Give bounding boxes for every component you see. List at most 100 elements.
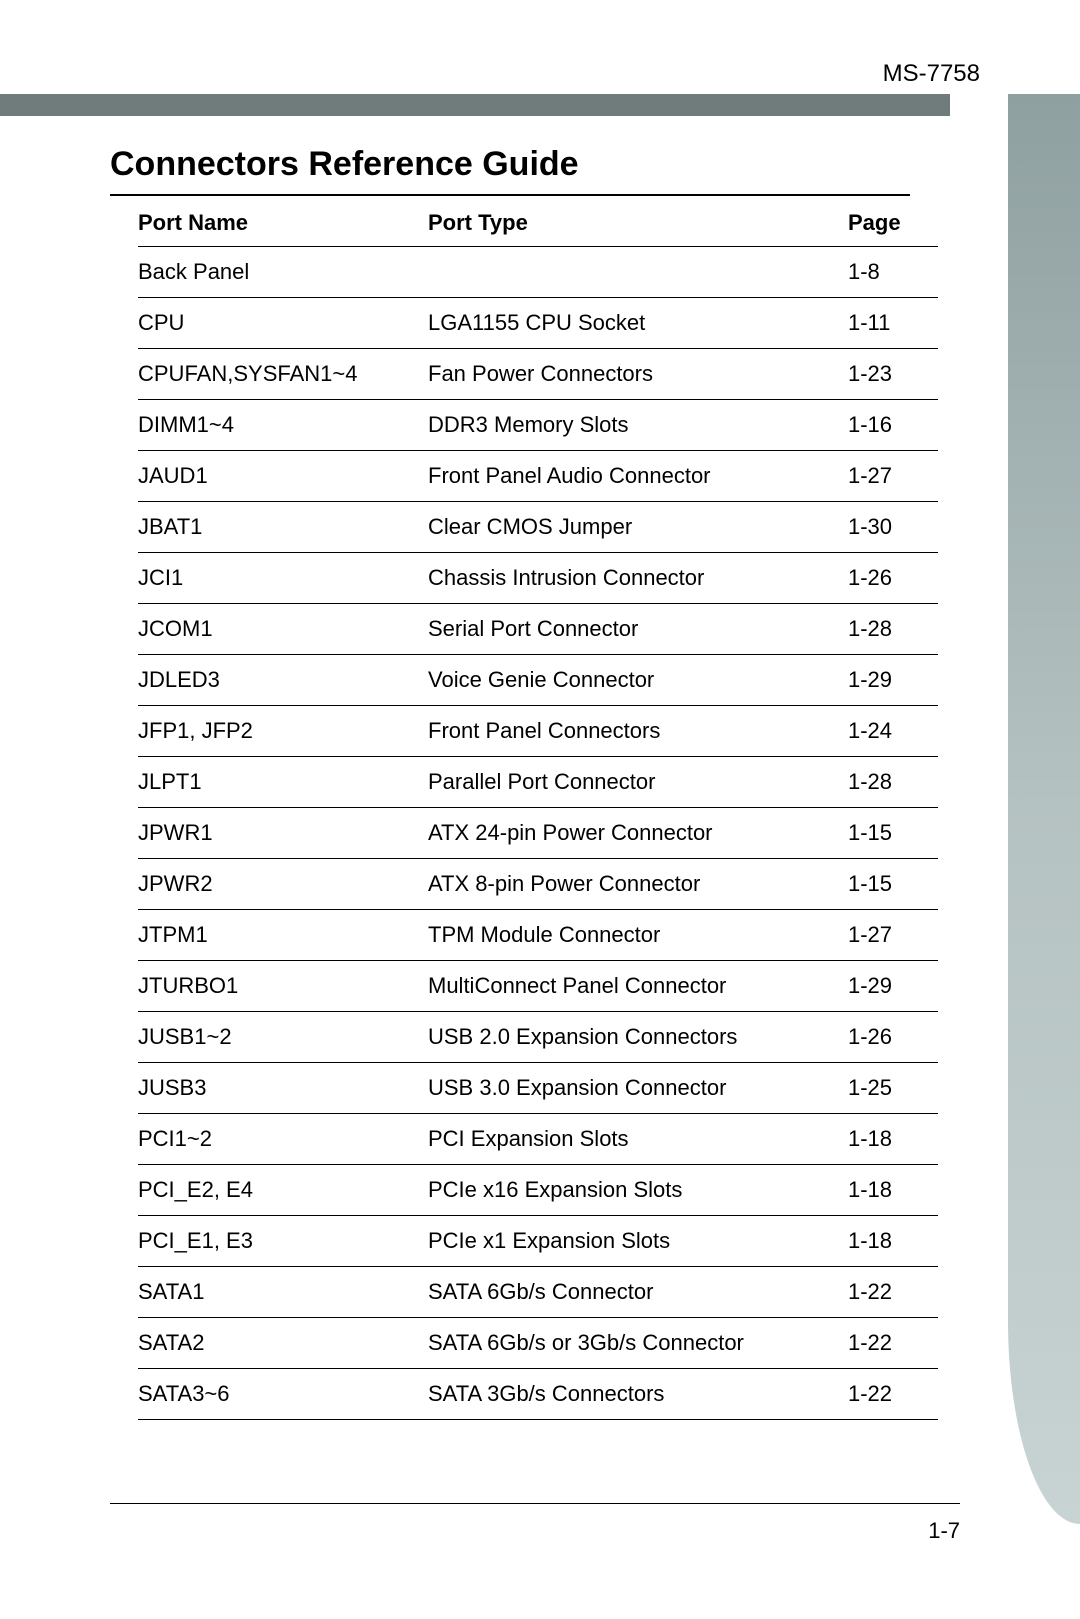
- footer-page-number: 1-7: [928, 1518, 960, 1544]
- table-row: JBAT1Clear CMOS Jumper1-30: [138, 502, 938, 553]
- cell-port-type: PCI Expansion Slots: [428, 1114, 848, 1165]
- cell-page: 1-29: [848, 655, 938, 706]
- table-row: PCI1~2PCI Expansion Slots1-18: [138, 1114, 938, 1165]
- column-header-port-type: Port Type: [428, 202, 848, 247]
- cell-port-name: JPWR2: [138, 859, 428, 910]
- table-row: CPULGA1155 CPU Socket1-11: [138, 298, 938, 349]
- column-header-port-name: Port Name: [138, 202, 428, 247]
- cell-port-name: JUSB1~2: [138, 1012, 428, 1063]
- cell-page: 1-8: [848, 247, 938, 298]
- table-row: SATA3~6SATA 3Gb/s Connectors1-22: [138, 1369, 938, 1420]
- cell-port-name: JAUD1: [138, 451, 428, 502]
- cell-page: 1-15: [848, 859, 938, 910]
- document-page: MS-7758 Connectors Reference Guide Port …: [0, 0, 1080, 1619]
- cell-port-name: JTPM1: [138, 910, 428, 961]
- table-row: JTURBO1MultiConnect Panel Connector1-29: [138, 961, 938, 1012]
- table-row: JDLED3Voice Genie Connector1-29: [138, 655, 938, 706]
- cell-page: 1-26: [848, 1012, 938, 1063]
- cell-page: 1-27: [848, 451, 938, 502]
- cell-port-type: Front Panel Audio Connector: [428, 451, 848, 502]
- cell-port-name: PCI1~2: [138, 1114, 428, 1165]
- footer-rule: [110, 1503, 960, 1504]
- cell-port-name: JDLED3: [138, 655, 428, 706]
- table-body: Back Panel1-8CPULGA1155 CPU Socket1-11CP…: [138, 247, 938, 1420]
- cell-port-type: Serial Port Connector: [428, 604, 848, 655]
- cell-page: 1-29: [848, 961, 938, 1012]
- cell-page: 1-30: [848, 502, 938, 553]
- cell-port-name: Back Panel: [138, 247, 428, 298]
- cell-page: 1-18: [848, 1165, 938, 1216]
- cell-port-type: PCIe x1 Expansion Slots: [428, 1216, 848, 1267]
- table-row: PCI_E1, E3PCIe x1 Expansion Slots1-18: [138, 1216, 938, 1267]
- cell-page: 1-23: [848, 349, 938, 400]
- cell-port-name: JFP1, JFP2: [138, 706, 428, 757]
- cell-port-type: Front Panel Connectors: [428, 706, 848, 757]
- table-row: JUSB1~2USB 2.0 Expansion Connectors1-26: [138, 1012, 938, 1063]
- side-tab: [1008, 94, 1080, 1524]
- table-row: SATA2SATA 6Gb/s or 3Gb/s Connector1-22: [138, 1318, 938, 1369]
- model-number: MS-7758: [883, 60, 980, 88]
- cell-port-type: LGA1155 CPU Socket: [428, 298, 848, 349]
- cell-port-name: JCI1: [138, 553, 428, 604]
- table-row: JFP1, JFP2Front Panel Connectors1-24: [138, 706, 938, 757]
- table-row: JCOM1Serial Port Connector1-28: [138, 604, 938, 655]
- table-row: JLPT1Parallel Port Connector1-28: [138, 757, 938, 808]
- table-row: SATA1SATA 6Gb/s Connector1-22: [138, 1267, 938, 1318]
- header-bar: [0, 94, 950, 116]
- cell-page: 1-27: [848, 910, 938, 961]
- cell-port-name: SATA1: [138, 1267, 428, 1318]
- table-row: JUSB3USB 3.0 Expansion Connector1-25: [138, 1063, 938, 1114]
- table-row: CPUFAN,SYSFAN1~4Fan Power Connectors1-23: [138, 349, 938, 400]
- column-header-page: Page: [848, 202, 938, 247]
- page-title: Connectors Reference Guide: [110, 145, 960, 184]
- cell-page: 1-28: [848, 757, 938, 808]
- cell-port-name: CPU: [138, 298, 428, 349]
- cell-port-type: MultiConnect Panel Connector: [428, 961, 848, 1012]
- cell-page: 1-28: [848, 604, 938, 655]
- cell-port-type: Voice Genie Connector: [428, 655, 848, 706]
- cell-port-type: SATA 6Gb/s or 3Gb/s Connector: [428, 1318, 848, 1369]
- cell-port-name: SATA3~6: [138, 1369, 428, 1420]
- cell-port-name: JPWR1: [138, 808, 428, 859]
- cell-port-name: CPUFAN,SYSFAN1~4: [138, 349, 428, 400]
- cell-page: 1-22: [848, 1318, 938, 1369]
- connectors-table: Port Name Port Type Page Back Panel1-8CP…: [138, 202, 938, 1420]
- cell-page: 1-15: [848, 808, 938, 859]
- cell-page: 1-22: [848, 1369, 938, 1420]
- table-header-row: Port Name Port Type Page: [138, 202, 938, 247]
- cell-port-type: [428, 247, 848, 298]
- cell-port-type: ATX 8-pin Power Connector: [428, 859, 848, 910]
- table-row: JAUD1Front Panel Audio Connector1-27: [138, 451, 938, 502]
- title-rule: [110, 194, 910, 196]
- cell-port-type: SATA 3Gb/s Connectors: [428, 1369, 848, 1420]
- table-row: PCI_E2, E4PCIe x16 Expansion Slots1-18: [138, 1165, 938, 1216]
- cell-port-name: JLPT1: [138, 757, 428, 808]
- cell-page: 1-18: [848, 1216, 938, 1267]
- cell-page: 1-22: [848, 1267, 938, 1318]
- cell-port-type: ATX 24-pin Power Connector: [428, 808, 848, 859]
- cell-port-name: PCI_E2, E4: [138, 1165, 428, 1216]
- cell-port-name: JUSB3: [138, 1063, 428, 1114]
- cell-port-type: Fan Power Connectors: [428, 349, 848, 400]
- cell-port-name: JCOM1: [138, 604, 428, 655]
- content-area: Connectors Reference Guide Port Name Por…: [110, 145, 960, 1420]
- cell-port-type: PCIe x16 Expansion Slots: [428, 1165, 848, 1216]
- table-row: Back Panel 1-8: [138, 247, 938, 298]
- cell-page: 1-11: [848, 298, 938, 349]
- cell-port-name: SATA2: [138, 1318, 428, 1369]
- cell-page: 1-16: [848, 400, 938, 451]
- cell-port-name: JBAT1: [138, 502, 428, 553]
- cell-port-name: PCI_E1, E3: [138, 1216, 428, 1267]
- cell-port-type: USB 3.0 Expansion Connector: [428, 1063, 848, 1114]
- table-row: JPWR1ATX 24-pin Power Connector1-15: [138, 808, 938, 859]
- table-row: DIMM1~4DDR3 Memory Slots1-16: [138, 400, 938, 451]
- cell-port-type: TPM Module Connector: [428, 910, 848, 961]
- cell-page: 1-26: [848, 553, 938, 604]
- table-row: JTPM1TPM Module Connector1-27: [138, 910, 938, 961]
- table-row: JPWR2ATX 8-pin Power Connector1-15: [138, 859, 938, 910]
- cell-port-type: USB 2.0 Expansion Connectors: [428, 1012, 848, 1063]
- cell-port-name: DIMM1~4: [138, 400, 428, 451]
- cell-port-type: Chassis Intrusion Connector: [428, 553, 848, 604]
- cell-port-type: SATA 6Gb/s Connector: [428, 1267, 848, 1318]
- cell-port-type: Parallel Port Connector: [428, 757, 848, 808]
